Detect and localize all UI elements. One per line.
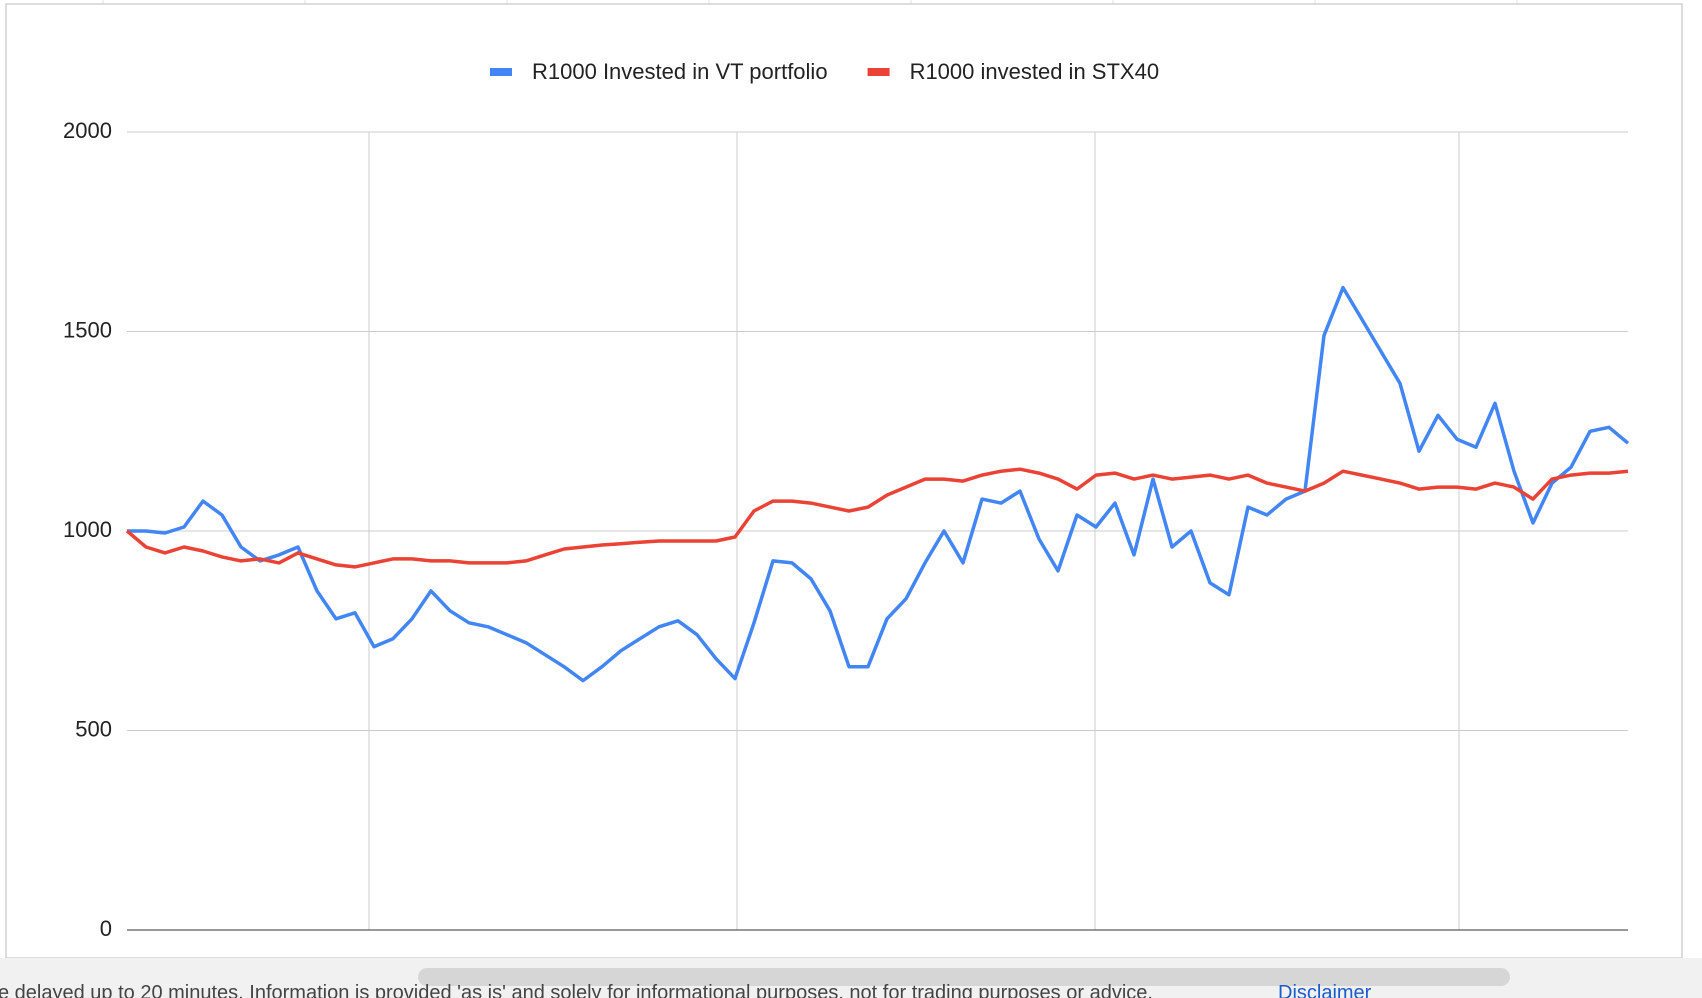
legend-swatch <box>490 68 512 76</box>
legend-label: R1000 Invested in VT portfolio <box>532 59 828 84</box>
y-tick-label: 500 <box>75 716 112 741</box>
notice: e delayed up to 20 minutes. Information … <box>0 982 1153 998</box>
series-line <box>125 467 1629 569</box>
y-tick-label: 2000 <box>63 118 112 143</box>
y-tick-label: 0 <box>100 916 112 941</box>
chart-frame <box>5 3 1683 958</box>
scrollbar[interactable] <box>418 968 1510 986</box>
sheet-grid <box>102 0 1518 4</box>
y-tick-label: 1500 <box>63 317 112 342</box>
chart: 0 500 1000 1500 2000 R1000 Invested in VT por… <box>5 0 1683 958</box>
footer: e delayed up to 20 minutes. Information … <box>0 958 1702 998</box>
legend-label: R1000 invested in STX40 <box>910 59 1160 84</box>
y-tick-label: 1000 <box>63 517 112 542</box>
legend-swatch <box>867 68 890 76</box>
series-line <box>127 285 1630 683</box>
disclaimer-link[interactable]: Disclaimer <box>1278 982 1372 998</box>
